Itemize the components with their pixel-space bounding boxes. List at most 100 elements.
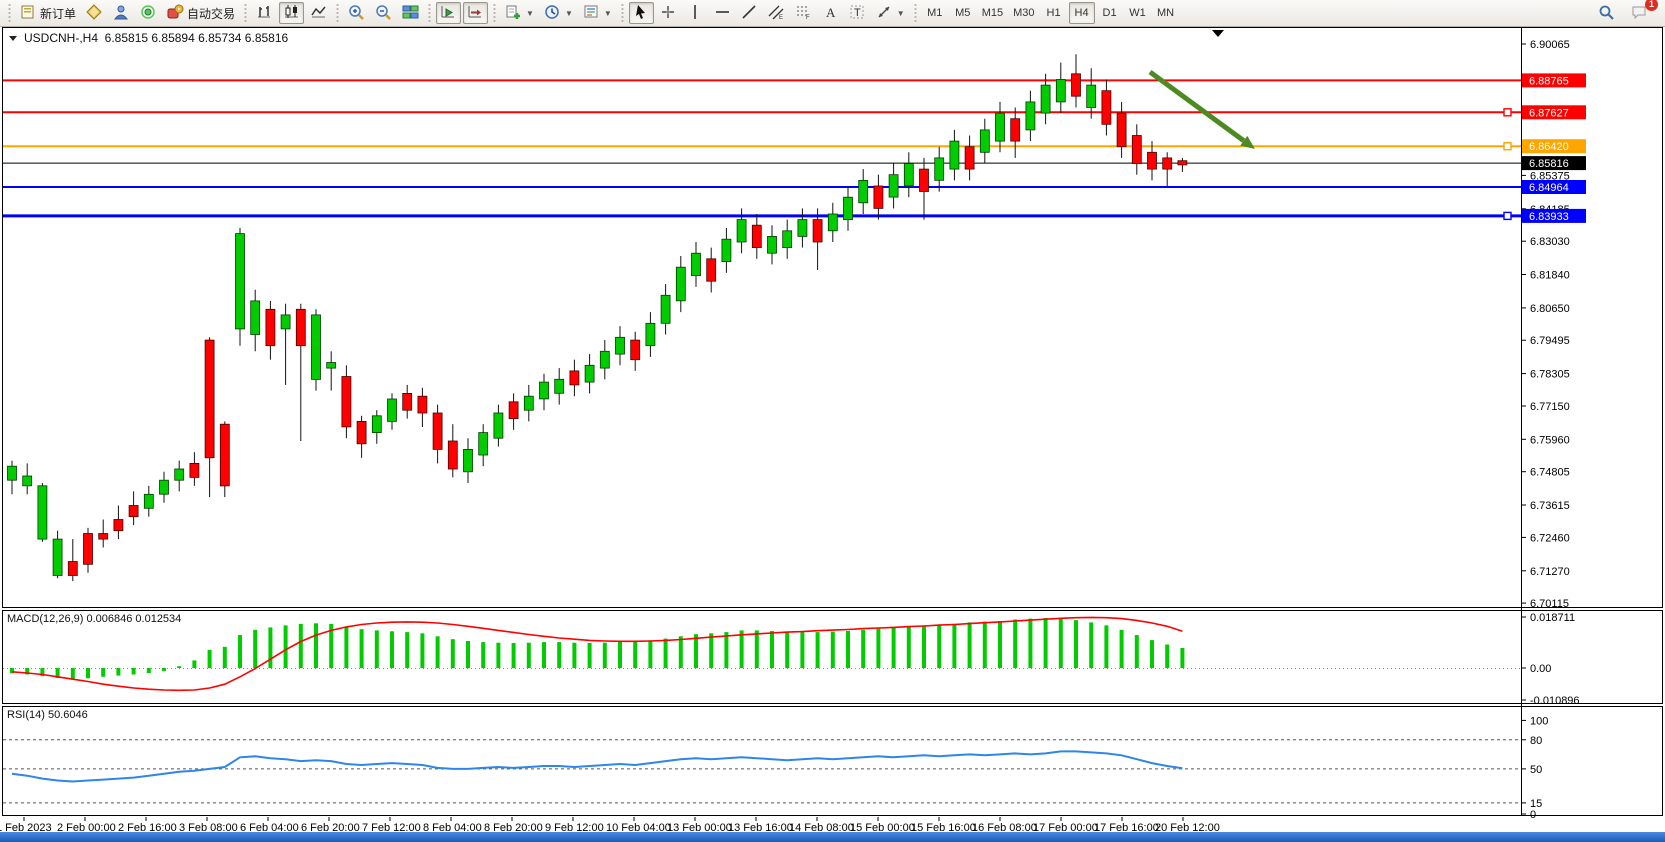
svg-text:E: E xyxy=(779,15,783,20)
navigator-button[interactable] xyxy=(109,2,134,24)
crosshair-button[interactable] xyxy=(656,2,681,24)
chart-shift-button[interactable] xyxy=(463,2,489,24)
dropdown-caret-icon[interactable]: ▼ xyxy=(564,8,573,18)
price-tick-label: 6.73615 xyxy=(1530,500,1570,512)
macd-axis-label: 0.00 xyxy=(1530,663,1551,675)
hline-marker[interactable] xyxy=(1503,211,1512,221)
annotation-arrowhead[interactable] xyxy=(1240,135,1255,149)
candle-body xyxy=(67,561,78,576)
candle-body xyxy=(843,196,853,220)
candle-body xyxy=(751,224,762,248)
indicators-list-button[interactable]: ▼ xyxy=(501,2,538,24)
macd-axis-label: -0.010896 xyxy=(1530,695,1580,707)
new-order-label: 新订单 xyxy=(40,6,77,21)
candle-body xyxy=(1055,79,1066,103)
time-axis-label: 16 Feb 08:00 xyxy=(972,822,1037,832)
trendline-button[interactable] xyxy=(737,2,762,24)
macd-axis-label: 0.018711 xyxy=(1530,612,1575,624)
candle-body xyxy=(402,392,413,411)
textA-icon: A xyxy=(822,4,839,23)
search-button[interactable] xyxy=(1594,2,1619,24)
horizontal-line-button[interactable] xyxy=(710,2,735,24)
vline-icon xyxy=(687,4,704,23)
equidistant-channel-button[interactable]: E xyxy=(764,2,789,24)
candle-body xyxy=(128,505,139,518)
timeframe-H4-button[interactable]: H4 xyxy=(1068,2,1095,24)
price-tick-label: 6.75960 xyxy=(1530,434,1570,446)
candle-body xyxy=(311,314,321,380)
timeframe-W1-button[interactable]: W1 xyxy=(1129,7,1146,19)
time-axis-label: 13 Feb 00:00 xyxy=(667,822,732,832)
tline-icon xyxy=(741,4,758,23)
candle-body xyxy=(1101,90,1112,125)
notifications-button[interactable]: 1 xyxy=(1627,0,1658,24)
price-tick-label: 6.74805 xyxy=(1530,467,1570,479)
periods-button[interactable]: ▼ xyxy=(540,2,577,24)
symbol-dropdown-icon[interactable] xyxy=(9,36,17,41)
cursor-button[interactable] xyxy=(628,2,654,24)
crosshair-icon xyxy=(660,4,677,23)
tile-windows-button[interactable] xyxy=(398,2,423,24)
candle-body xyxy=(1025,101,1036,131)
hline-marker[interactable] xyxy=(1503,141,1512,151)
main-toolbar: 新订单 自动交易 ▼ ▼ ▼ E F A T ▼ M1 M5 M15 M30 H1 H4 D1 W1 MN 1 xyxy=(0,0,1665,27)
text-button[interactable]: A xyxy=(818,2,843,24)
candle-body xyxy=(250,300,261,335)
zoom-out-button[interactable] xyxy=(371,2,396,24)
timeframe-M15-button[interactable]: M15 xyxy=(981,7,1004,19)
timeframe-D1-button[interactable]: D1 xyxy=(1102,7,1117,19)
linechart-icon xyxy=(310,4,327,23)
price-tick-label: 6.70115 xyxy=(1530,598,1569,610)
timeframe-MN-button[interactable]: MN xyxy=(1156,7,1175,19)
candle-body xyxy=(478,432,489,456)
toolbar-grip xyxy=(427,4,433,22)
timeframe-H1-button[interactable]: H1 xyxy=(1046,7,1061,19)
candles-icon xyxy=(283,4,300,23)
rsi-label: RSI(14) 50.6046 xyxy=(7,709,88,721)
templates-button[interactable]: ▼ xyxy=(579,2,616,24)
new-order-button[interactable]: 新订单 xyxy=(16,2,80,24)
candle-body xyxy=(706,258,717,282)
hline-marker[interactable] xyxy=(1503,108,1512,117)
price-badge xyxy=(1522,105,1586,120)
dropdown-caret-icon[interactable]: ▼ xyxy=(896,8,905,18)
price-badge xyxy=(1522,73,1586,88)
channel-icon: E xyxy=(768,4,785,23)
auto-trading-button[interactable]: 自动交易 xyxy=(163,2,239,24)
candle-body xyxy=(1162,157,1173,170)
timeframe-M5-button[interactable]: M5 xyxy=(955,7,971,19)
arrow-objects-button[interactable]: ▼ xyxy=(872,2,909,24)
market-watch-button[interactable] xyxy=(82,2,107,24)
vertical-line-button[interactable] xyxy=(683,2,708,24)
chart-shift-marker[interactable] xyxy=(1212,30,1224,37)
svg-text:A: A xyxy=(826,5,836,20)
annotation-arrow[interactable] xyxy=(1148,69,1246,143)
cursor-icon xyxy=(633,4,650,23)
time-axis-label: 8 Feb 20:00 xyxy=(484,822,543,832)
candle-body xyxy=(83,533,93,565)
candle-chart-button[interactable] xyxy=(279,2,305,24)
price-tick-label: 6.79495 xyxy=(1530,335,1570,347)
bar-chart-button[interactable] xyxy=(252,2,277,24)
candle-body xyxy=(143,493,154,509)
dropdown-caret-icon[interactable]: ▼ xyxy=(526,8,534,18)
toolbar-grip xyxy=(335,4,341,22)
candle-body xyxy=(280,314,291,330)
text-label-button[interactable]: T xyxy=(845,2,870,24)
candle-body xyxy=(827,213,838,232)
candles-layer xyxy=(7,54,1188,582)
auto-scroll-button[interactable] xyxy=(436,2,462,24)
signals-button[interactable] xyxy=(136,2,161,24)
zoom-in-button[interactable] xyxy=(344,2,369,24)
candle-body xyxy=(675,266,686,302)
price-badge-label: 6.86420 xyxy=(1529,141,1569,153)
candle-body xyxy=(934,157,945,181)
dropdown-caret-icon[interactable]: ▼ xyxy=(603,8,612,18)
timeframe-M30-button[interactable]: M30 xyxy=(1013,7,1035,19)
textT-icon: T xyxy=(849,4,866,23)
candle-body xyxy=(219,423,230,487)
candle-body xyxy=(235,233,245,330)
line-chart-button[interactable] xyxy=(306,2,331,24)
timeframe-M1-button[interactable]: M1 xyxy=(927,7,943,19)
fibonacci-button[interactable]: F xyxy=(791,2,816,24)
